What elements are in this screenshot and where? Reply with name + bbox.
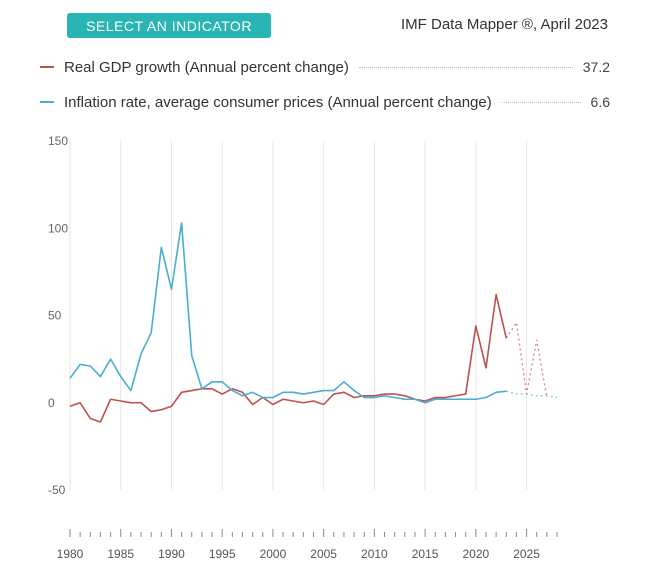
y-tick-label: 50 <box>48 309 62 323</box>
y-tick-label: 150 <box>48 134 68 148</box>
legend-swatch-inflation <box>40 101 54 103</box>
legend-value-inflation: 6.6 <box>590 94 610 110</box>
series-line-inflation <box>69 222 507 404</box>
x-tick-label: 1985 <box>107 547 134 561</box>
x-tick-label: 2025 <box>513 547 540 561</box>
select-indicator-button[interactable]: SELECT AN INDICATOR <box>67 13 271 38</box>
legend-leader-dots <box>358 66 573 68</box>
y-tick-label: -50 <box>48 483 66 497</box>
legend-item-inflation[interactable]: Inflation rate, average consumer prices … <box>40 92 610 112</box>
legend-label-gdp: Real GDP growth (Annual percent change) <box>64 58 349 76</box>
y-tick-label: 0 <box>48 396 55 410</box>
x-tick-label: 2005 <box>310 547 337 561</box>
x-tick-label: 2020 <box>462 547 489 561</box>
legend-value-gdp: 37.2 <box>582 59 610 75</box>
brand-label: IMF Data Mapper ®, April 2023 <box>401 16 608 33</box>
legend-label-inflation: Inflation rate, average consumer prices … <box>64 93 492 111</box>
x-tick-label: 2010 <box>361 547 388 561</box>
series-projection-inflation <box>506 390 558 399</box>
x-tick-label: 1995 <box>209 547 236 561</box>
x-tick-label: 2015 <box>412 547 439 561</box>
x-tick-label: 2000 <box>260 547 287 561</box>
legend-swatch-gdp <box>40 66 54 68</box>
y-tick-label: 100 <box>48 221 68 235</box>
x-tick-label: 1980 <box>57 547 84 561</box>
legend-item-gdp[interactable]: Real GDP growth (Annual percent change) … <box>40 57 610 77</box>
legend-leader-dots <box>501 101 581 103</box>
series-line-gdp <box>69 293 508 423</box>
x-tick-label: 1990 <box>158 547 185 561</box>
